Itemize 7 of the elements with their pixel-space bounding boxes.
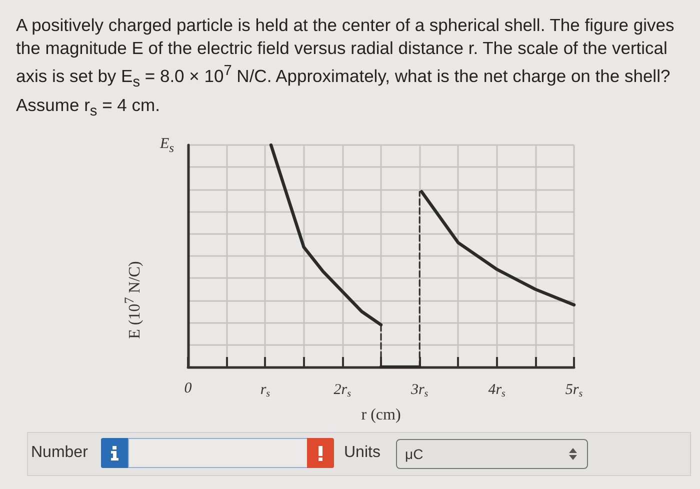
text: Number <box>31 444 88 462</box>
text: E$_{s}$ <box>160 136 174 156</box>
text: Units <box>344 444 380 462</box>
x-axis-title: r (cm) <box>361 406 401 424</box>
x-tick-label: 0 <box>184 380 192 396</box>
dropdown-field: μC <box>396 439 588 469</box>
chart-title: A positively charged particle is held at the center of a spherical shell. The figure gives the magnitude E of the electric field versus radial distance r. The scale of the vertical axis is set by E$_{s}$ = 8.0 × 10$^{7}$ N/C. Approximately, what is the net charge on the shell? Assume r$_{s}$ = 4 cm. <box>16 15 674 120</box>
